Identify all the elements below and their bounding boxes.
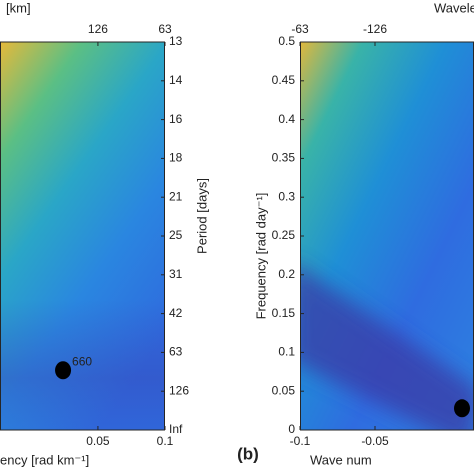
data-point <box>55 361 72 380</box>
y2-tick-label: Inf <box>169 422 183 436</box>
y2-tick-label: 21 <box>169 189 183 203</box>
y-tick-label: 0 <box>288 422 295 436</box>
y2-tick-label: 16 <box>169 112 183 126</box>
x-tick-label: -0.05 <box>361 434 389 448</box>
x-axis-label: ency [rad km⁻¹] <box>0 452 89 467</box>
y-axis-label: Frequency [rad day⁻¹] <box>253 193 268 320</box>
x-tick-label: 0.05 <box>86 434 110 448</box>
y-tick-label: 0.1 <box>278 345 295 359</box>
y-tick-label: 0.05 <box>272 383 296 397</box>
data-point <box>454 399 470 418</box>
x-tick-label: -0.1 <box>290 434 311 448</box>
y-tick-label: 0.25 <box>272 228 296 242</box>
y2-tick-label: 63 <box>169 345 183 359</box>
y2-tick-label: 126 <box>169 383 189 397</box>
x2-tick-label: -126 <box>363 22 387 36</box>
x2-tick-label: -63 <box>291 22 309 36</box>
x2-axis-label: Wavele <box>434 0 474 15</box>
y-tick-label: 0.3 <box>278 189 295 203</box>
y2-tick-label: 31 <box>169 267 183 281</box>
point-label: 660 <box>72 354 92 368</box>
heatmap-a <box>0 42 165 430</box>
y-tick-label: 0.45 <box>272 73 296 87</box>
y-tick-label: 0.2 <box>278 267 295 281</box>
y2-axis-label: Period [days] <box>194 178 209 254</box>
y2-tick-label: 25 <box>169 228 183 242</box>
x-axis-label: Wave num <box>310 452 372 467</box>
y-tick-label: 0.5 <box>278 34 295 48</box>
x-tick-label: 0.1 <box>157 434 174 448</box>
x2-axis-label: [km] <box>6 0 31 15</box>
y2-tick-label: 13 <box>169 34 183 48</box>
y2-tick-label: 14 <box>169 73 183 87</box>
heatmap-b <box>300 42 474 430</box>
x2-tick-label: 63 <box>158 22 172 36</box>
y2-tick-label: 42 <box>169 306 183 320</box>
y-tick-label: 0.15 <box>272 306 296 320</box>
y-tick-label: 0.4 <box>278 112 295 126</box>
x2-tick-label: 126 <box>88 22 108 36</box>
panel-label: (b) <box>237 444 259 463</box>
y-tick-label: 0.35 <box>272 151 296 165</box>
y2-tick-label: 18 <box>169 151 183 165</box>
